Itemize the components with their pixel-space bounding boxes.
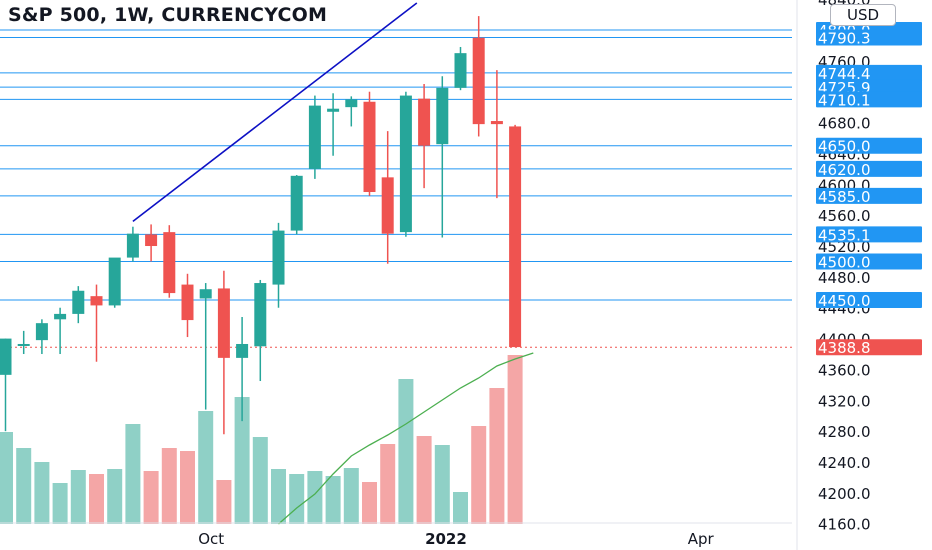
candle-body [17, 343, 30, 346]
candle-body [472, 37, 485, 125]
volume-bar [471, 426, 487, 524]
volume-bar [489, 388, 505, 524]
volume-bar [307, 471, 323, 524]
candle-body [363, 101, 376, 193]
candle-body [126, 233, 139, 258]
volume-bar [216, 480, 232, 524]
last-price-label: 4388.8 [818, 339, 871, 357]
candle-body [454, 53, 467, 88]
time-axis-label: Oct [198, 530, 224, 548]
volume-bar [271, 469, 286, 524]
candle-body [217, 288, 230, 358]
price-tick-label: 4360.0 [818, 361, 871, 379]
volume-bar [0, 432, 13, 524]
price-tick-label: 4680.0 [818, 115, 871, 133]
last-price-label-box [816, 339, 922, 356]
level-label-box [816, 226, 922, 243]
candle-body [181, 284, 194, 321]
volume-bar [252, 437, 268, 524]
volume-bar [16, 448, 32, 524]
candle-body [0, 338, 12, 375]
volume-bar [362, 482, 377, 524]
currency-button[interactable]: USD [830, 4, 896, 26]
candle-body [399, 95, 412, 233]
candle-body [54, 313, 67, 320]
candle-body [418, 98, 431, 146]
candle-body [381, 177, 394, 234]
candle-body [108, 257, 121, 306]
volume-bar [143, 471, 159, 524]
volume-bar [289, 474, 305, 524]
level-label-box [816, 187, 922, 204]
volume-bar [398, 379, 414, 524]
volume-bar [89, 474, 104, 524]
volume-bar [107, 469, 123, 524]
candle-body [327, 108, 340, 112]
volume-bar [507, 355, 523, 524]
candle-body [254, 283, 267, 347]
level-label-box [816, 160, 922, 177]
volume-bar [380, 444, 396, 524]
volume-bar [52, 483, 68, 524]
price-tick-label: 4560.0 [818, 207, 871, 225]
volume-bar [125, 424, 141, 524]
level-label-box [816, 253, 922, 270]
candle-body [163, 232, 176, 294]
candle-body [145, 234, 158, 247]
level-label-box [816, 64, 922, 81]
volume-bar [325, 476, 341, 524]
level-label: 4500.0 [818, 253, 871, 271]
level-label-box [816, 137, 922, 154]
price-tick-label: 4160.0 [818, 516, 871, 534]
volume-bar [70, 470, 86, 524]
volume-bar [453, 492, 468, 524]
time-axis-label: Apr [688, 530, 715, 548]
level-label: 4450.0 [818, 292, 871, 310]
candle-body [199, 289, 212, 299]
level-label: 4790.3 [818, 29, 871, 47]
volume-bar [343, 468, 359, 524]
level-label-box [816, 29, 922, 46]
candle-body [490, 121, 503, 125]
level-label: 4620.0 [818, 161, 871, 179]
candle-body [35, 323, 48, 341]
candle-body [345, 99, 358, 108]
volume-bar [234, 397, 250, 524]
chart-title: S&P 500, 1W, CURRENCYCOM [8, 4, 328, 26]
candle-body [90, 296, 103, 306]
level-label: 4650.0 [818, 138, 871, 156]
volume-bar [416, 436, 432, 524]
price-tick-label: 4480.0 [818, 269, 871, 287]
level-label: 4744.4 [818, 65, 871, 83]
level-label: 4535.1 [818, 226, 871, 244]
level-label-box [816, 292, 922, 309]
volume-bar [198, 411, 214, 524]
moving-average-line [278, 352, 534, 525]
price-tick-label: 4280.0 [818, 423, 871, 441]
price-tick-label: 4520.0 [818, 238, 871, 256]
candle-body [272, 230, 285, 285]
level-label: 4710.1 [818, 91, 871, 109]
level-label-box [816, 91, 922, 108]
price-tick-label: 4240.0 [818, 454, 871, 472]
volume-bar [161, 448, 177, 524]
price-tick-label: 4320.0 [818, 392, 871, 410]
price-tick-label: 4200.0 [818, 485, 871, 503]
candle-body [436, 87, 449, 145]
candle-body [290, 175, 303, 231]
volume-bar [34, 462, 50, 524]
candle-body [308, 105, 321, 169]
volume-bar [180, 451, 195, 524]
time-axis-label: 2022 [425, 530, 467, 548]
volume-bar [434, 445, 450, 524]
level-label-box [816, 79, 922, 96]
candle-body [236, 343, 249, 358]
trendline [132, 2, 418, 222]
level-label: 4585.0 [818, 188, 871, 206]
candle-body [509, 126, 522, 348]
candle-body [72, 290, 85, 314]
